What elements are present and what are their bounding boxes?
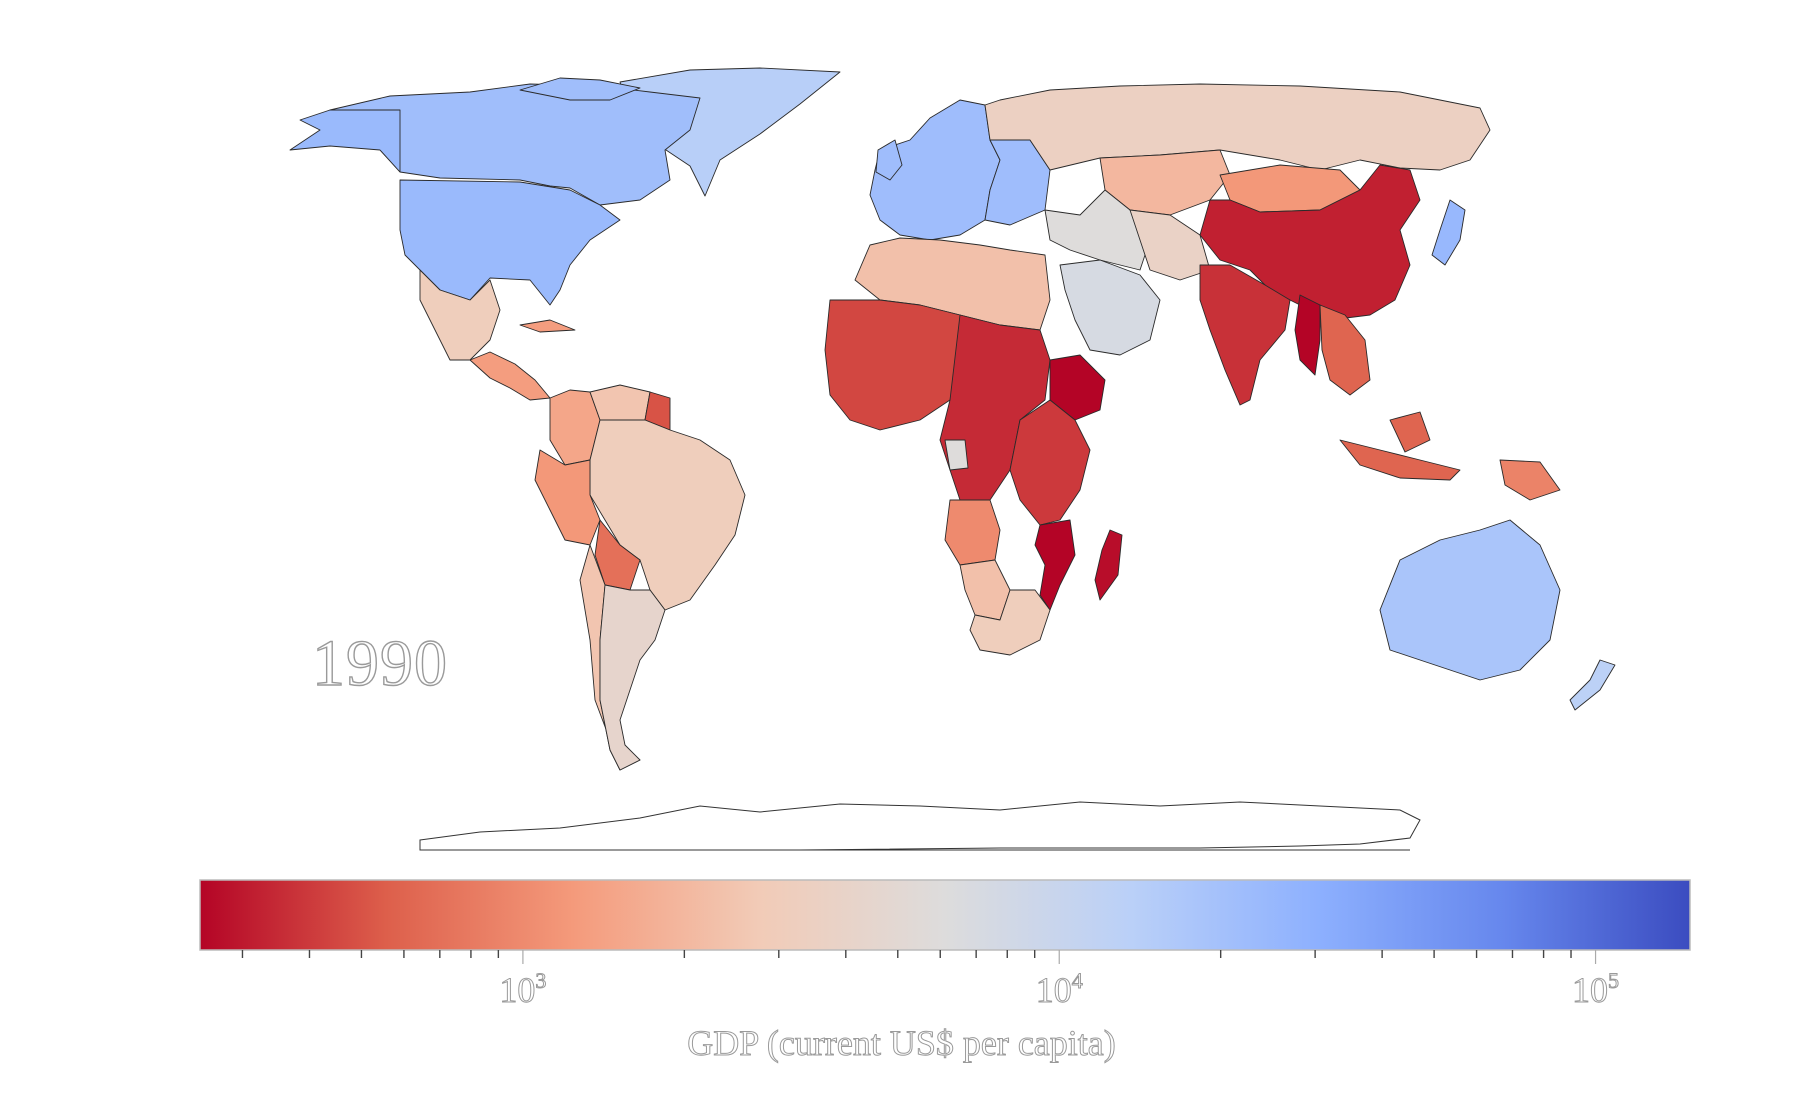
russia: [984, 83, 1491, 171]
colorbar-tick-label-1e4: 104: [1035, 968, 1083, 1011]
australia: [1379, 519, 1561, 681]
indonesia: [1339, 439, 1461, 481]
iran: [1129, 209, 1211, 281]
west-africa: [824, 299, 966, 431]
papua-new-guinea: [1499, 459, 1561, 501]
brazil: [589, 419, 746, 611]
uk: [875, 139, 903, 181]
colorbar-tick-label-1e3: 103: [499, 968, 547, 1011]
india: [1199, 264, 1291, 406]
colorbar-tick-label-1e5: 105: [1572, 968, 1620, 1011]
southeast-asia: [1319, 304, 1371, 396]
saudi-arabia: [1059, 259, 1161, 356]
central-america: [469, 351, 551, 401]
colorbar-title: GDP (current US$ per capita): [687, 1023, 1117, 1064]
china: [1199, 164, 1421, 321]
japan: [1431, 199, 1466, 266]
colorbar-gradient: [199, 879, 1691, 951]
namibia: [959, 559, 1011, 621]
madagascar: [1094, 529, 1123, 601]
gabon: [944, 439, 969, 471]
indonesia-borneo: [1389, 411, 1431, 453]
south-africa: [969, 589, 1051, 656]
united-states: [399, 179, 621, 306]
canada-islands: [519, 77, 641, 101]
east-africa: [1009, 399, 1091, 526]
colorbar: [199, 879, 1691, 964]
peru: [534, 449, 601, 546]
argentina: [599, 584, 666, 771]
mozambique: [1034, 519, 1076, 611]
year-label: 1990: [311, 626, 448, 700]
myanmar: [1294, 294, 1321, 376]
new-zealand: [1569, 659, 1616, 711]
alaska: [289, 109, 401, 173]
colorbar-ticks: [241, 950, 1597, 964]
mexico: [419, 269, 501, 361]
cuba: [519, 319, 576, 333]
angola: [944, 499, 1001, 566]
antarctica-outline: [419, 801, 1421, 851]
